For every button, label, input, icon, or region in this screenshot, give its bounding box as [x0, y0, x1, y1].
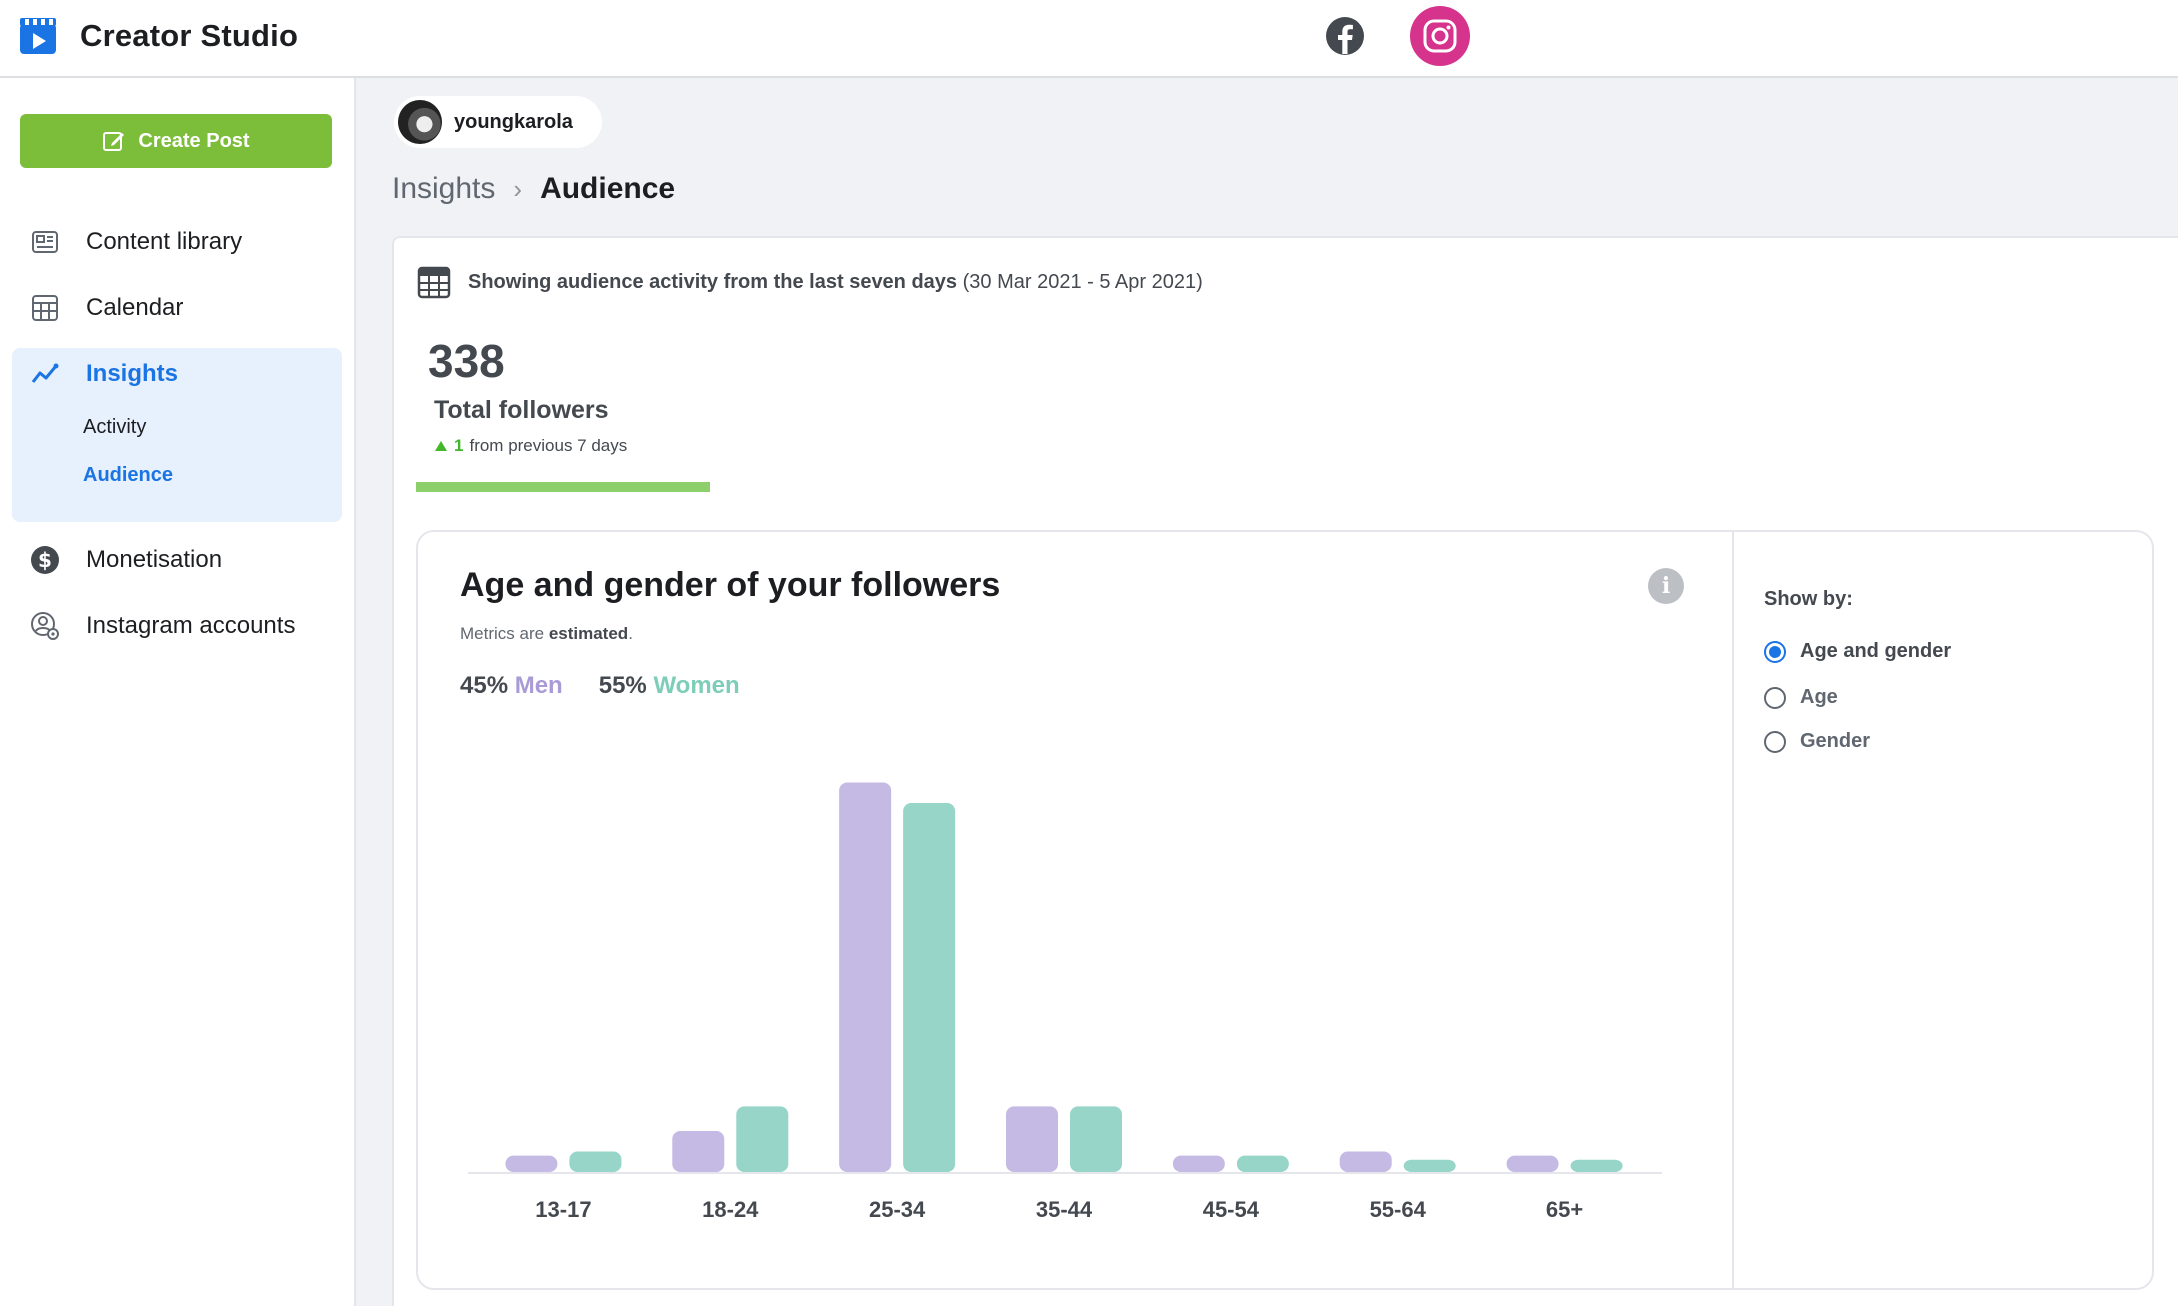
men-label: Men — [514, 672, 563, 699]
sidebar-item-label: Monetisation — [86, 546, 223, 573]
instagram-tab[interactable] — [1410, 6, 1470, 66]
panel-divider — [1732, 532, 1734, 1288]
radio-checked-icon — [1764, 640, 1786, 663]
total-followers-label: Total followers — [434, 396, 609, 424]
create-post-label: Create Post — [138, 129, 250, 152]
x-tick-label: 18-24 — [702, 1197, 759, 1222]
sidebar-subitem-activity[interactable]: Activity — [83, 416, 147, 438]
date-range-line: Showing audience activity from the last … — [416, 264, 1203, 300]
creator-studio-logo-icon[interactable] — [18, 16, 58, 56]
note-bold: estimated — [548, 624, 629, 643]
x-tick-label: 35-44 — [1036, 1197, 1093, 1222]
radio-age-and-gender[interactable]: Age and gender — [1764, 640, 1951, 663]
bar-women-18-24[interactable] — [736, 1106, 789, 1172]
sidebar-item-label: Insights — [86, 360, 179, 387]
date-description: Showing audience activity from the last … — [468, 270, 958, 293]
bar-women-65+[interactable] — [1570, 1159, 1623, 1172]
audience-card: Showing audience activity from the last … — [392, 236, 2178, 1306]
breadcrumb: Insights › Audience — [392, 172, 675, 206]
sidebar-item-calendar[interactable]: Calendar — [28, 288, 183, 328]
followers-delta: 1 from previous 7 days — [434, 436, 627, 456]
note-prefix: Metrics are — [460, 624, 545, 643]
radio-label: Age — [1800, 686, 1838, 708]
bar-men-45-54[interactable] — [1172, 1155, 1225, 1172]
radio-unchecked-icon — [1764, 730, 1786, 753]
triangle-up-icon — [435, 441, 447, 451]
note-suffix: . — [628, 624, 633, 643]
date-range: (30 Mar 2021 - 5 Apr 2021) — [962, 270, 1203, 293]
dollar-icon: $ — [28, 543, 62, 577]
delta-value: 1 — [454, 436, 464, 455]
radio-age[interactable]: Age — [1764, 686, 1838, 709]
bar-men-18-24[interactable] — [672, 1131, 725, 1172]
panel-title: Age and gender of your followers — [460, 566, 1001, 604]
sidebar-item-insights[interactable]: Insights — [28, 354, 178, 394]
chart-legend: 45% Men 55% Women — [460, 672, 740, 700]
edit-icon — [103, 132, 125, 151]
x-tick-label: 55-64 — [1370, 1197, 1427, 1222]
x-tick-label: 65+ — [1546, 1197, 1583, 1222]
radio-label: Gender — [1800, 730, 1871, 752]
avatar — [398, 100, 442, 144]
radio-gender[interactable]: Gender — [1764, 730, 1870, 753]
selected-metric-indicator — [416, 482, 710, 492]
account-gear-icon — [28, 609, 62, 643]
instagram-icon — [1423, 19, 1457, 53]
sidebar-item-label: Instagram accounts — [86, 612, 296, 639]
bar-women-35-44[interactable] — [1070, 1106, 1122, 1172]
bar-women-13-17[interactable] — [569, 1151, 622, 1173]
svg-text:$: $ — [38, 548, 52, 572]
bar-men-25-34[interactable] — [839, 782, 892, 1173]
x-tick-label: 25-34 — [869, 1197, 926, 1222]
calendar-icon — [28, 291, 62, 325]
account-name: youngkarola — [454, 110, 573, 133]
women-label: Women — [653, 672, 740, 699]
bar-men-13-17[interactable] — [505, 1155, 558, 1172]
delta-text: from previous 7 days — [469, 436, 628, 455]
women-percent: 55% — [598, 672, 647, 699]
insights-section: Insights Activity Audience — [12, 348, 342, 522]
bar-women-25-34[interactable] — [903, 803, 956, 1172]
bar-men-35-44[interactable] — [1006, 1106, 1058, 1172]
breadcrumb-audience: Audience — [540, 172, 676, 205]
total-followers-value: 338 — [428, 335, 505, 387]
age-gender-chart: 13-17 18-24 25-34 35-44 45-54 55-64 65+ — [468, 782, 1662, 1222]
bar-women-45-54[interactable] — [1236, 1155, 1289, 1172]
x-tick-label: 45-54 — [1203, 1197, 1260, 1222]
app-title: Creator Studio — [80, 18, 299, 53]
radio-label: Age and gender — [1800, 640, 1952, 662]
sidebar-subitem-audience[interactable]: Audience — [83, 464, 174, 486]
x-tick-label: 13-17 — [535, 1197, 591, 1222]
men-percent: 45% — [460, 672, 509, 699]
insights-icon — [28, 357, 62, 391]
sidebar: Create Post Content library Calendar Ins… — [0, 78, 356, 1306]
account-selector[interactable]: youngkarola — [394, 96, 602, 148]
sidebar-item-label: Calendar — [86, 294, 184, 321]
top-bar: Creator Studio — [0, 0, 2178, 78]
create-post-button[interactable]: Create Post — [20, 114, 332, 168]
chevron-right-icon: › — [513, 173, 523, 204]
bar-men-65+[interactable] — [1506, 1155, 1559, 1172]
breadcrumb-insights[interactable]: Insights — [392, 172, 496, 205]
content-library-icon — [28, 225, 62, 259]
sidebar-item-label: Content library — [86, 228, 243, 255]
age-gender-panel: Age and gender of your followers Metrics… — [416, 530, 2154, 1290]
show-by-label: Show by: — [1764, 588, 1853, 610]
sidebar-item-content-library[interactable]: Content library — [28, 222, 242, 262]
bar-men-55-64[interactable] — [1339, 1151, 1392, 1173]
metrics-note: Metrics are estimated. — [460, 624, 633, 644]
sidebar-item-monetisation[interactable]: $ Monetisation — [28, 540, 222, 580]
sidebar-item-instagram-accounts[interactable]: Instagram accounts — [28, 606, 295, 646]
radio-unchecked-icon — [1764, 686, 1786, 709]
info-icon[interactable]: i — [1648, 568, 1684, 604]
calendar-icon — [417, 266, 451, 299]
facebook-icon[interactable] — [1325, 16, 1365, 56]
bar-women-55-64[interactable] — [1403, 1159, 1456, 1172]
